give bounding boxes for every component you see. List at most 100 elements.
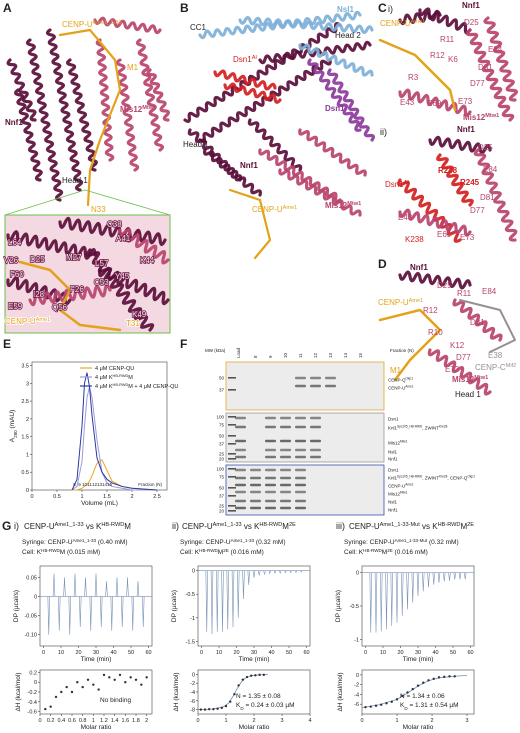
- x-tick-label: 10: [58, 650, 64, 656]
- helix: [278, 168, 362, 217]
- data-point: [220, 706, 223, 710]
- panel-letter: D: [378, 257, 387, 271]
- x-tick-label: 30: [93, 650, 99, 656]
- label: Y45: [115, 272, 130, 281]
- helix: [436, 153, 474, 207]
- x-tick-label: 40: [110, 650, 116, 656]
- gel-band: [280, 476, 291, 480]
- gel-band: [235, 468, 246, 472]
- label: CENP-UAme1: [252, 205, 297, 214]
- x-tick-label: 50: [128, 650, 134, 656]
- y-tick-label: -0.05: [24, 614, 37, 620]
- y-tick-label: -4: [354, 692, 359, 698]
- text-part: = 1.31 ± 0.54 µM: [408, 702, 459, 709]
- gel-band: [265, 455, 276, 459]
- injection-peak: [464, 572, 467, 580]
- text-part: CENP-Q: [388, 378, 406, 383]
- label: Head 1: [62, 176, 88, 185]
- x-axis-label: Time (min): [403, 656, 434, 663]
- x-tick-label: 0.8: [79, 718, 87, 724]
- coil: [459, 299, 516, 353]
- cell-text: Cell: KHB-RWDM2E (0.016 mM): [344, 548, 428, 557]
- y-axis-label: DP (µcal/s): [171, 590, 178, 622]
- gel-band: [265, 439, 276, 443]
- mw-marker: 37: [219, 494, 225, 499]
- label: R11: [457, 289, 472, 298]
- label: E73: [458, 97, 473, 106]
- label: CENP-UAme1: [5, 317, 50, 326]
- data-point: [216, 707, 219, 710]
- y-tick-label: -0.5: [186, 592, 195, 598]
- text-part: Mis12: [120, 105, 143, 114]
- mw-marker: 50: [219, 434, 225, 439]
- helix: [6, 58, 37, 122]
- text-part: HB-RWD: [101, 522, 124, 528]
- band-label: CENP-QOkp1: [388, 377, 413, 383]
- ladder-band: [228, 505, 236, 507]
- fit-result: N = 1.34 ± 0.06: [400, 693, 445, 700]
- gel-band: [295, 455, 306, 459]
- panel-letter: B: [180, 1, 189, 15]
- text-part: CENP-U: [182, 522, 213, 531]
- data-point: [229, 700, 232, 703]
- y-tick-label: 0: [34, 680, 37, 686]
- gel: [225, 412, 385, 463]
- ladder-band: [228, 510, 236, 512]
- label: Head 1: [455, 390, 481, 399]
- x-tick-label: 2: [130, 494, 133, 500]
- gel-band: [280, 468, 291, 472]
- fraction-label: 10: [82, 482, 88, 487]
- gel-band: [310, 425, 321, 429]
- text-part: 4 μM K: [95, 384, 113, 390]
- ladder-band: [228, 443, 236, 445]
- x-axis-label: Time (min): [81, 656, 112, 663]
- lane-label: 15: [358, 352, 363, 358]
- data-point: [380, 703, 383, 706]
- injection-peak: [115, 577, 119, 597]
- gel-band: [280, 506, 291, 510]
- text-part: vs K: [242, 522, 260, 531]
- injection-peak: [121, 596, 124, 627]
- y-tick-label: 1: [26, 452, 29, 458]
- text-part: Cell: K: [180, 549, 200, 556]
- injection-peak: [268, 570, 271, 575]
- text-part: Ame1_1-33-Mut: [380, 522, 421, 528]
- injection-peak: [205, 570, 208, 632]
- mw-marker: 100: [216, 415, 224, 420]
- label: T31: [126, 319, 140, 328]
- text-part: Dsn1: [233, 55, 252, 64]
- text-part: Ame1: [409, 298, 424, 304]
- text-part: D: [404, 706, 408, 711]
- gel-band: [295, 425, 306, 429]
- label: L64: [8, 238, 22, 247]
- text-part: CENP-U: [380, 19, 411, 28]
- text-part: (0.016 mM): [229, 549, 264, 556]
- syringe-text: Syringe: CENP-UAme1_1-33 (0.40 mM): [22, 538, 128, 547]
- fraction-label: 13: [97, 482, 103, 487]
- label: E84: [482, 287, 497, 296]
- x-tick-label: 0.6: [68, 718, 76, 724]
- label: D77: [470, 79, 485, 88]
- label: E43: [400, 98, 415, 107]
- data-point: [86, 678, 90, 681]
- sub-label: iii): [336, 521, 345, 531]
- helix: [247, 118, 303, 172]
- label: Mis12Mtw1: [463, 113, 499, 122]
- mw-header: MW (kDa): [205, 348, 226, 353]
- text-part: Mtw1: [400, 440, 408, 444]
- text-part: Ame1: [283, 205, 298, 211]
- y-tick-label: 3: [26, 381, 29, 387]
- data-point: [212, 707, 215, 711]
- label: M27: [66, 253, 82, 262]
- mw-marker: 20: [219, 457, 225, 462]
- x-tick-label: 4: [308, 718, 311, 724]
- y-tick-label: -6: [354, 702, 359, 708]
- text-part: Syringe: CENP-U: [180, 539, 231, 546]
- label: E69: [427, 99, 442, 108]
- label: K49: [132, 310, 147, 319]
- text-part: Mis12: [388, 492, 401, 497]
- gel-band: [235, 476, 246, 480]
- y-tick-label: 0: [26, 488, 29, 494]
- x-tick-label: 20: [233, 650, 239, 656]
- ladder-band: [228, 453, 236, 455]
